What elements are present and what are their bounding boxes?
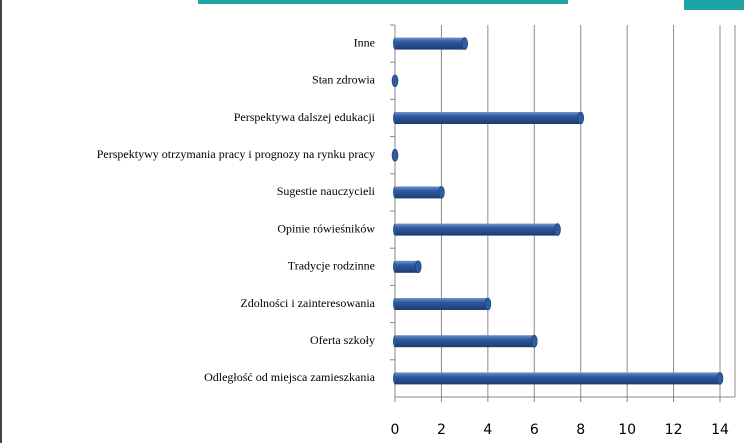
x-tick-label: 8 (576, 422, 585, 438)
bar (391, 74, 399, 88)
bar (393, 334, 538, 348)
y-tick-label: Perspektywa dalszej edukacji (234, 110, 376, 124)
bar (393, 372, 724, 385)
y-tick-label: Opinie rówieśników (277, 221, 375, 235)
bar (393, 297, 492, 311)
x-tick-label: 2 (437, 422, 446, 438)
decor-bar (198, 0, 568, 4)
y-tick-label: Inne (354, 35, 375, 49)
y-tick-label: Odległość od miejsca zamieszkania (204, 370, 376, 384)
decor-block (684, 0, 744, 10)
x-tick-label: 12 (665, 422, 683, 438)
y-tick-label: Perspektywy otrzymania pracy i prognozy … (97, 147, 375, 161)
y-tick-label: Oferta szkoły (310, 333, 375, 347)
x-tick-label: 10 (618, 422, 636, 438)
bar (393, 37, 468, 50)
y-tick-label: Tradycje rodzinne (288, 259, 375, 273)
bar (393, 260, 422, 274)
bar (393, 186, 445, 199)
x-tick-label: 0 (391, 422, 400, 438)
bar (393, 223, 561, 236)
x-tick-label: 4 (483, 422, 492, 438)
y-tick-label: Zdolności i zainteresowania (240, 296, 375, 310)
x-tick-label: 14 (711, 422, 729, 438)
bar (393, 111, 585, 125)
bar (391, 148, 399, 162)
x-tick-label: 6 (530, 422, 539, 438)
y-tick-label: Stan zdrowia (312, 73, 376, 87)
y-tick-label: Sugestie nauczycieli (277, 184, 376, 198)
